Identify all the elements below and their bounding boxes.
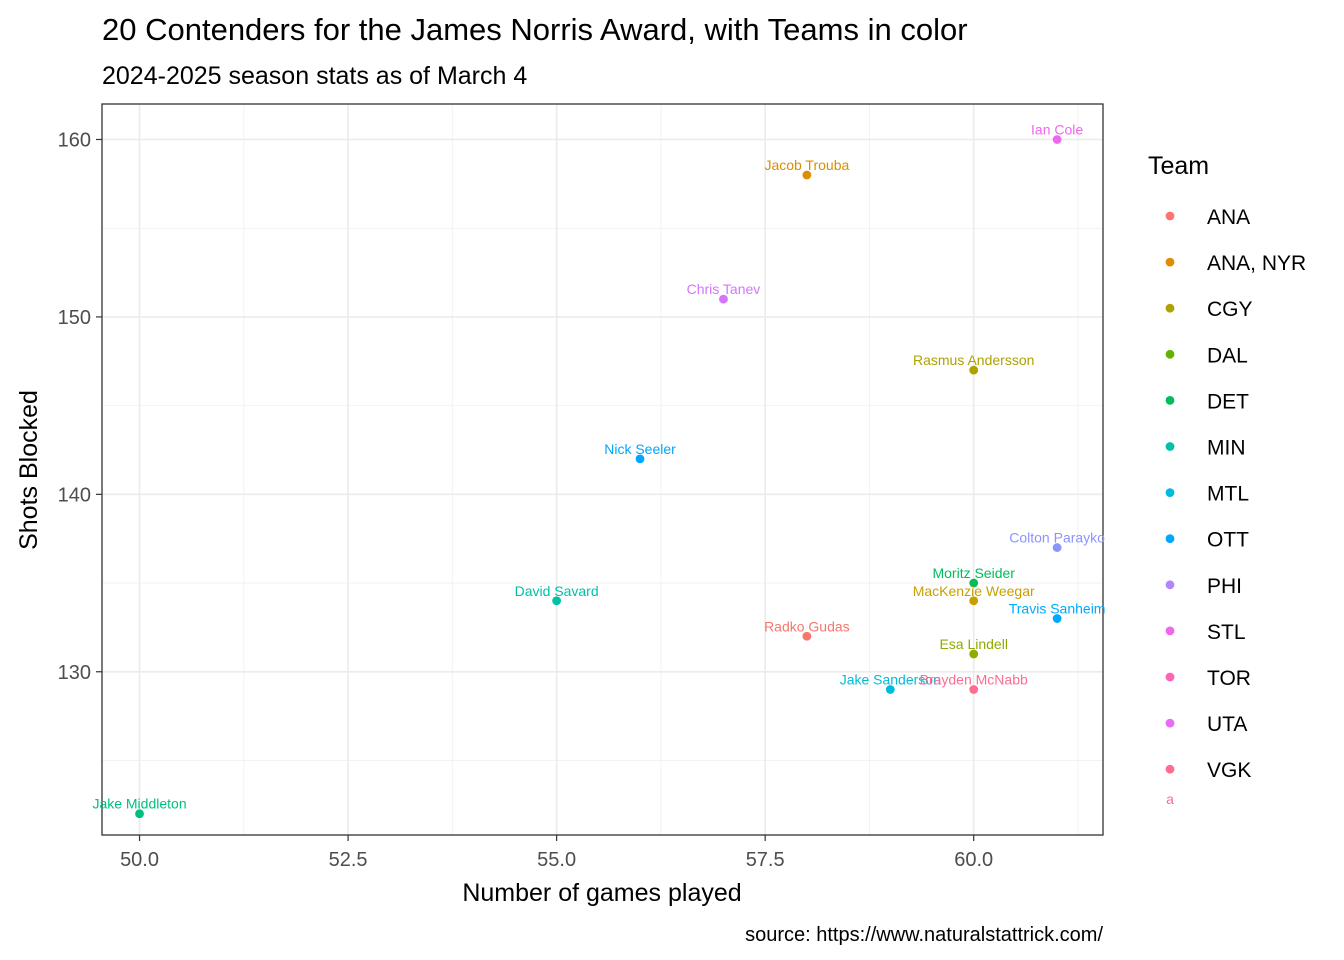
point-label: Moritz Seider bbox=[932, 565, 1015, 581]
x-axis-title: Number of games played bbox=[462, 879, 741, 907]
x-tick-label: 50.0 bbox=[120, 849, 159, 871]
legend-key bbox=[1165, 580, 1175, 590]
data-points bbox=[135, 135, 1062, 819]
data-point bbox=[719, 294, 728, 304]
point-label: Travis Sanheim bbox=[1009, 601, 1106, 617]
legend-label: VGK bbox=[1207, 759, 1251, 782]
legend-label: ANA, NYR bbox=[1207, 252, 1306, 275]
data-point bbox=[802, 170, 812, 180]
legend-key bbox=[1165, 764, 1175, 774]
data-point bbox=[969, 578, 979, 588]
data-point bbox=[885, 685, 895, 694]
point-label: David Savard bbox=[515, 583, 599, 599]
data-point bbox=[635, 454, 645, 464]
point-label: Esa Lindell bbox=[939, 636, 1008, 652]
legend-label: TOR bbox=[1207, 667, 1251, 690]
legend-key bbox=[1165, 534, 1175, 544]
y-axis-title: Shots Blocked bbox=[15, 390, 43, 550]
data-point bbox=[1052, 614, 1062, 623]
legend-key bbox=[1165, 257, 1175, 267]
data-point bbox=[1052, 135, 1062, 144]
data-point bbox=[969, 685, 979, 694]
data-point bbox=[552, 596, 562, 606]
x-axis: 50.0 52.5 55.0 57.5 60.0 bbox=[120, 835, 993, 871]
legend-label: UTA bbox=[1207, 713, 1247, 736]
legend-label: CGY bbox=[1207, 298, 1253, 321]
data-point bbox=[802, 631, 812, 641]
data-point bbox=[1052, 543, 1062, 552]
grid-lines bbox=[102, 104, 1103, 835]
legend-label: OTT bbox=[1207, 529, 1249, 552]
point-label: Jake Sanderson bbox=[840, 672, 941, 688]
legend-key bbox=[1165, 718, 1175, 728]
plot-panel-border bbox=[101, 103, 1104, 836]
point-label: MacKenzie Weegar bbox=[913, 583, 1035, 599]
data-point bbox=[969, 365, 979, 375]
legend: Team ANA ANA, NYR CGY DAL DET MIN MTL OTT PHI STL… bbox=[1148, 152, 1306, 807]
legend-key bbox=[1165, 626, 1175, 636]
legend-label: MIN bbox=[1207, 437, 1246, 460]
legend-label: MTL bbox=[1207, 483, 1249, 506]
legend-label: DAL bbox=[1207, 344, 1248, 367]
point-label: Rasmus Andersson bbox=[913, 352, 1034, 368]
legend-label: PHI bbox=[1207, 575, 1242, 598]
point-label: Colton Parayko bbox=[1009, 530, 1105, 546]
legend-label: DET bbox=[1207, 390, 1249, 413]
y-tick-label: 140 bbox=[58, 484, 91, 506]
point-label: Nick Seeler bbox=[604, 441, 676, 457]
point-label: Radko Gudas bbox=[764, 618, 850, 634]
y-tick-label: 130 bbox=[58, 662, 91, 684]
chart-title: 20 Contenders for the James Norris Award… bbox=[102, 12, 968, 47]
y-tick-label: 150 bbox=[58, 307, 91, 329]
x-tick-label: 60.0 bbox=[954, 849, 993, 871]
point-label: Jake Middleton bbox=[92, 796, 186, 812]
source-caption: source: https://www.naturalstattrick.com… bbox=[745, 924, 1103, 946]
point-label: Chris Tanev bbox=[687, 281, 761, 297]
data-point bbox=[969, 596, 979, 606]
x-tick-label: 52.5 bbox=[329, 849, 368, 871]
legend-key bbox=[1165, 211, 1175, 221]
legend-label: ANA bbox=[1207, 206, 1250, 229]
point-label: Brayden McNabb bbox=[920, 672, 1028, 688]
chart-subtitle: 2024-2025 season stats as of March 4 bbox=[102, 62, 527, 90]
y-axis: 130 140 150 160 bbox=[58, 129, 102, 684]
data-point bbox=[135, 809, 144, 819]
y-tick-label: 160 bbox=[58, 129, 91, 151]
legend-key-text-glyph: a bbox=[1166, 791, 1174, 807]
legend-key bbox=[1165, 488, 1175, 497]
legend-key bbox=[1165, 396, 1175, 405]
point-label: Jacob Trouba bbox=[764, 157, 849, 173]
legend-key bbox=[1165, 672, 1175, 682]
legend-key bbox=[1165, 303, 1175, 313]
legend-key bbox=[1165, 442, 1175, 451]
x-tick-label: 55.0 bbox=[537, 849, 576, 871]
x-tick-label: 57.5 bbox=[746, 849, 785, 871]
legend-label: STL bbox=[1207, 621, 1246, 644]
legend-title: Team bbox=[1148, 152, 1209, 180]
legend-key bbox=[1165, 349, 1175, 359]
point-label: Ian Cole bbox=[1031, 121, 1083, 137]
data-point bbox=[969, 649, 979, 659]
point-labels: Ian Cole Jacob Trouba Chris Tanev Rasmus An… bbox=[92, 121, 1105, 811]
